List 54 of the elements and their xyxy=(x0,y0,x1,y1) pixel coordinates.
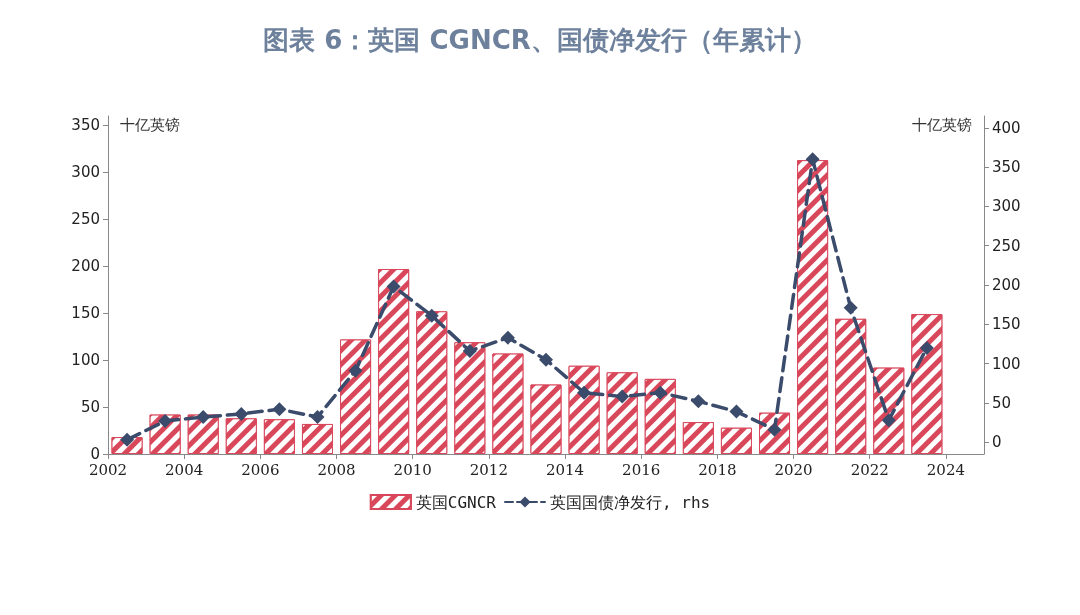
point xyxy=(500,330,515,345)
y-tick-label: 200 xyxy=(71,257,100,276)
x-tick-label: 2014 xyxy=(545,460,585,479)
y-tick-label: 150 xyxy=(71,304,100,323)
point xyxy=(539,352,553,367)
x-tick-label: 2002 xyxy=(88,460,128,479)
point xyxy=(272,402,287,417)
x-tick-label: 2012 xyxy=(469,460,508,479)
y2-tick-label: 250 xyxy=(992,236,1021,255)
point xyxy=(615,389,630,404)
y-tick-label: 350 xyxy=(71,116,100,135)
point xyxy=(234,406,249,421)
x-tick-label: 2018 xyxy=(698,460,737,479)
point xyxy=(805,152,820,167)
y-tick-label: 0 xyxy=(90,445,100,463)
x-tick-label: 2020 xyxy=(774,460,813,479)
y-axis-title: 十亿英镑 xyxy=(120,115,180,134)
x-tick-label: 2022 xyxy=(850,460,889,479)
point xyxy=(348,363,363,378)
point xyxy=(310,410,325,425)
point xyxy=(424,308,439,323)
y2-tick-label: 200 xyxy=(992,276,1021,294)
y2-tick-label: 350 xyxy=(992,158,1021,177)
y2-tick-label: 50 xyxy=(992,393,1012,412)
y2-tick-label: 150 xyxy=(992,315,1021,334)
y2-axis-title: 十亿英镑 xyxy=(912,115,972,134)
x-tick-label: 2010 xyxy=(393,460,432,479)
y2-tick-label: 100 xyxy=(992,354,1021,373)
point xyxy=(691,394,706,409)
point xyxy=(729,404,744,419)
point xyxy=(577,385,592,400)
y-tick-label: 100 xyxy=(71,351,100,370)
legend-label: 英国国债净发行, rhs xyxy=(550,492,711,512)
point xyxy=(462,344,477,359)
point xyxy=(843,300,858,315)
y2-tick-label: 400 xyxy=(992,118,1021,137)
y2-tick-label: 300 xyxy=(992,197,1021,216)
y-tick-label: 300 xyxy=(71,163,100,182)
point xyxy=(881,413,896,428)
y-tick-label: 250 xyxy=(71,210,100,229)
point xyxy=(386,279,401,294)
point xyxy=(158,413,173,428)
y-tick-label: 50 xyxy=(80,398,100,417)
y2-tick-label: 0 xyxy=(992,433,1002,452)
x-tick-label: 2016 xyxy=(622,460,661,479)
point xyxy=(653,385,668,400)
x-tick-label: 2024 xyxy=(926,460,966,479)
legend-label: 英国CGNCR xyxy=(415,492,497,512)
chart-title: 图表 6：英国 CGNCR、国债净发行（年累计） xyxy=(263,25,817,55)
point xyxy=(919,340,934,355)
x-tick-label: 2006 xyxy=(241,460,280,479)
x-tick-label: 2004 xyxy=(165,460,204,479)
x-tick-label: 2008 xyxy=(317,460,356,479)
point xyxy=(196,410,211,425)
